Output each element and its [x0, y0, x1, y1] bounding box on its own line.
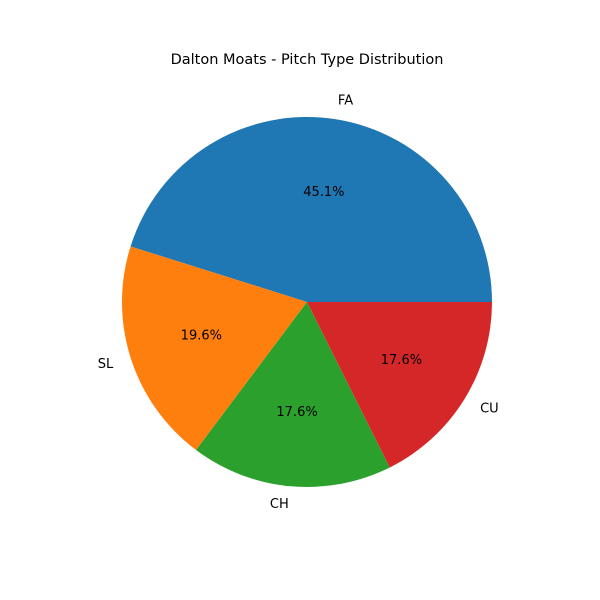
category-label-fa: FA	[338, 93, 353, 108]
percent-label-sl: 19.6%	[181, 329, 222, 344]
category-label-sl: SL	[98, 357, 114, 372]
pie-slice-fa	[130, 116, 493, 302]
pie-slice-cu	[307, 302, 492, 468]
percent-label-fa: 45.1%	[303, 185, 344, 200]
category-label-cu: CU	[480, 401, 499, 416]
category-label-ch: CH	[270, 497, 289, 512]
chart-title: Dalton Moats - Pitch Type Distribution	[171, 52, 444, 68]
pie-slice-sl	[122, 246, 307, 451]
percent-label-cu: 17.6%	[381, 353, 422, 368]
pie-slices	[122, 116, 493, 487]
pie-labels: FA 45.1% SL 19.6% CH 17.6% CU 17.6%	[98, 93, 499, 512]
percent-label-ch: 17.6%	[276, 405, 317, 420]
pie-slice-ch	[196, 302, 390, 487]
